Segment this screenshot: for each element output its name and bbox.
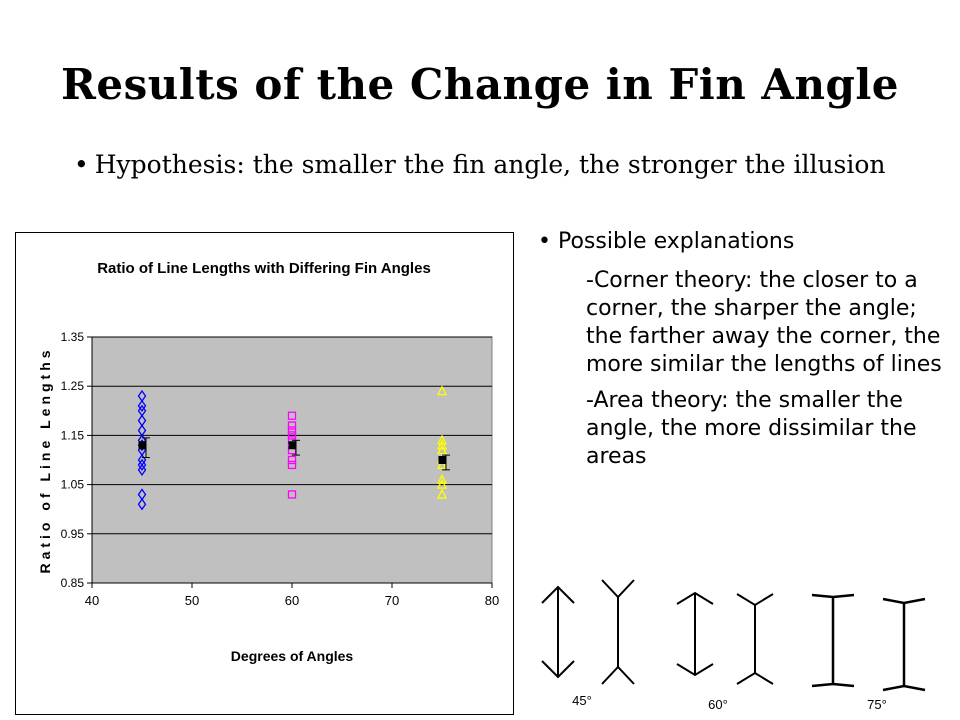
- data-point-triangle: [436, 458, 448, 470]
- y-tick-label: 0.85: [61, 576, 85, 590]
- data-point-diamond: [137, 399, 147, 413]
- data-point-triangle: [436, 439, 448, 450]
- data-point-triangle: [436, 473, 448, 484]
- data-point-square: [287, 426, 297, 435]
- hypothesis-bullet: • Hypothesis: the smaller the fin angle, …: [62, 148, 922, 182]
- y-tick-label: 1.05: [61, 478, 85, 492]
- y-tick-label: 1.15: [61, 428, 85, 442]
- mean-marker: [138, 441, 146, 450]
- data-point-diamond: [137, 463, 147, 476]
- tick-labels: 0.85 0.95 1.05 1.15 1.25 1.35 40 50 60 70 80: [61, 330, 500, 608]
- mean-markers: [138, 437, 450, 471]
- slide-title: Results of the Change in Fin Angle: [60, 60, 900, 109]
- x-tick-label: 80: [485, 593, 499, 608]
- x-tick-label: 70: [385, 593, 399, 608]
- data-points: [137, 385, 448, 511]
- data-point-triangle: [436, 478, 448, 489]
- scatter-chart: Ratio of Line Lengths with Differing Fin…: [37, 260, 500, 664]
- fin-angle-illustrations: 45° 60° 75°: [541, 579, 926, 712]
- data-point-square: [287, 421, 297, 430]
- mean-marker: [438, 456, 446, 464]
- chart-frame: Ratio of Line Lengths with Differing Fin…: [15, 232, 514, 715]
- x-axis-label: Degrees of Angles: [231, 648, 354, 664]
- data-point-diamond: [137, 498, 147, 511]
- data-point-triangle: [436, 444, 448, 455]
- mean-marker: [288, 441, 296, 450]
- y-axis-label: Ratio of Line Lengths: [37, 346, 53, 573]
- fin-60-outward: [736, 593, 774, 685]
- x-tick-label: 60: [285, 593, 299, 608]
- bullet-icon: •: [538, 229, 551, 254]
- fin-label-75: 75°: [867, 697, 887, 712]
- data-point-triangle: [436, 488, 448, 499]
- data-point-square: [287, 431, 297, 440]
- bullet-icon: •: [74, 150, 89, 179]
- data-point-square: [287, 460, 297, 470]
- x-tick-label: 40: [85, 593, 99, 608]
- data-point-square: [287, 411, 297, 420]
- explanations-heading-text: Possible explanations: [557, 229, 795, 254]
- fin-45-outward: [601, 579, 635, 685]
- axes: [87, 336, 493, 588]
- y-tick-label: 1.35: [61, 330, 85, 344]
- corner-theory-text: -Corner theory: the closer to a corner, …: [586, 268, 942, 377]
- data-point-triangle: [436, 385, 448, 396]
- hypothesis-text: Hypothesis: the smaller the fin angle, t…: [94, 150, 886, 179]
- explanations-panel: • Possible explanations -Corner theory: …: [538, 225, 958, 471]
- fin-label-45: 45°: [572, 693, 592, 708]
- y-tick-label: 0.95: [61, 527, 85, 541]
- data-point-diamond: [137, 458, 147, 472]
- fin-75-outward: [882, 597, 926, 692]
- explanations-heading: • Possible explanations: [538, 225, 958, 259]
- grid-lines: [92, 336, 492, 535]
- x-tick-label: 50: [185, 593, 199, 608]
- y-tick-label: 1.25: [61, 379, 85, 393]
- fin-75-inward: [811, 593, 855, 688]
- plot-area: [91, 336, 493, 584]
- fin-label-60: 60°: [708, 697, 728, 712]
- chart-title: Ratio of Line Lengths with Differing Fin…: [97, 260, 431, 277]
- area-theory-text: -Area theory: the smaller the angle, the…: [586, 388, 917, 469]
- fin-45-inward: [541, 585, 575, 679]
- data-point-square: [287, 455, 297, 465]
- data-point-square: [287, 490, 297, 499]
- data-point-triangle: [436, 434, 448, 445]
- fin-60-inward: [676, 591, 714, 677]
